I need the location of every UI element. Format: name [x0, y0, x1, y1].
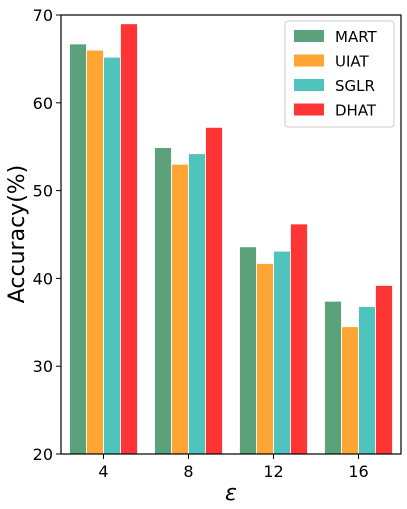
legend-frame — [284, 20, 395, 128]
legend-label-uiat: UIAT — [335, 53, 369, 71]
x-axis: 4 8 12 16 — [98, 454, 369, 481]
x-tick-label: 12 — [263, 462, 283, 481]
legend-swatch-sglr — [294, 79, 324, 91]
bar-mart-12 — [239, 246, 257, 455]
plot-frame — [60, 14, 402, 455]
legend-swatch-dhat — [294, 103, 324, 116]
y-axis-label: Accuracy(%) — [5, 165, 30, 304]
bar-sglr-8 — [188, 153, 206, 455]
x-tick-label: 4 — [98, 462, 108, 481]
y-tick-label: 30 — [33, 357, 53, 376]
bar-mart-8 — [154, 147, 172, 455]
y-tick-label: 60 — [33, 94, 53, 113]
legend-swatch-uiat — [294, 54, 324, 67]
bar-dhat-8 — [205, 126, 223, 455]
bar-sglr-4 — [103, 56, 121, 455]
bar-mart-16 — [324, 300, 342, 455]
bar-uiat-16 — [341, 326, 359, 455]
bar-dhat-4 — [120, 23, 138, 455]
legend-label-mart: MART — [335, 28, 378, 46]
bar-dhat-16 — [375, 285, 393, 455]
bar-dhat-12 — [290, 223, 308, 455]
legend-label-dhat: DHAT — [335, 102, 377, 120]
bar-mart-4 — [69, 43, 87, 455]
y-tick-label: 40 — [33, 269, 53, 288]
legend-swatch-mart — [294, 30, 324, 42]
y-tick-label: 70 — [33, 6, 53, 25]
bar-uiat-12 — [256, 263, 274, 455]
bars — [69, 23, 393, 455]
bar-sglr-16 — [358, 306, 376, 455]
y-axis: 20 30 40 50 60 70 — [33, 6, 61, 464]
x-tick-label: 16 — [348, 462, 368, 481]
bar-uiat-4 — [86, 49, 104, 455]
legend-label-sglr: SGLR — [335, 77, 375, 95]
x-tick-label: 8 — [183, 462, 193, 481]
y-tick-label: 50 — [33, 182, 53, 201]
y-tick-label: 20 — [33, 445, 53, 464]
bar-uiat-8 — [171, 163, 189, 455]
x-axis-label: ε — [225, 481, 237, 506]
bar-sglr-12 — [273, 250, 291, 455]
legend: MART UIAT SGLR DHAT — [284, 20, 395, 128]
